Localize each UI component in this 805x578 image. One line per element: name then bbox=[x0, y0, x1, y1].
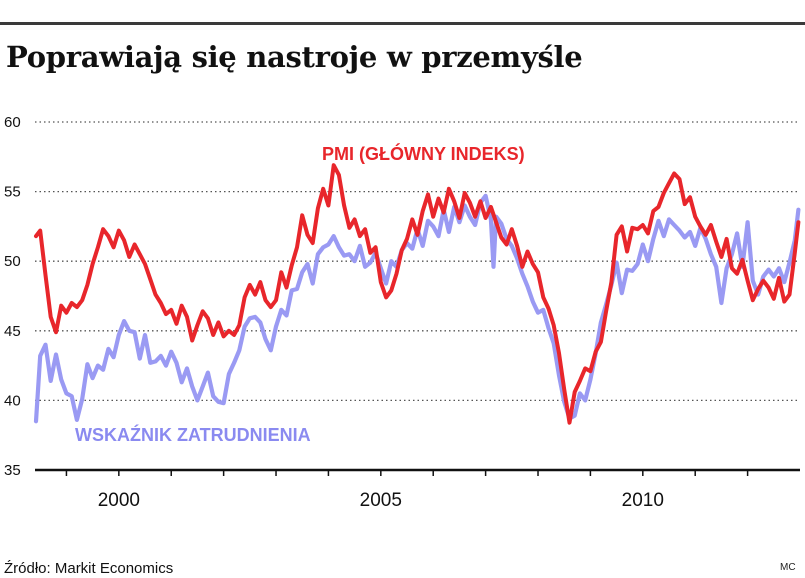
series-label-employment: WSKAŹNIK ZATRUDNIENIA bbox=[75, 424, 311, 445]
series-line-pmi bbox=[34, 163, 801, 425]
y-tick-label-55: 55 bbox=[4, 184, 21, 201]
y-tick-label-45: 45 bbox=[4, 323, 21, 340]
x-tick-label-2000: 2000 bbox=[98, 490, 140, 511]
chart-title: Poprawiają się nastroje w przemyśle bbox=[6, 40, 583, 74]
gridlines bbox=[35, 121, 800, 402]
top-rule bbox=[0, 22, 805, 25]
series-line-employment bbox=[33, 193, 801, 424]
y-tick-label-40: 40 bbox=[4, 392, 21, 409]
x-tick-label-2005: 2005 bbox=[360, 490, 402, 511]
author-credit: MC bbox=[780, 562, 796, 573]
y-axis-ticks: 35 40 45 50 55 60 bbox=[4, 114, 21, 479]
y-tick-label-35: 35 bbox=[4, 462, 21, 479]
x-tick-label-2010: 2010 bbox=[622, 490, 664, 511]
series-lines bbox=[33, 163, 801, 425]
y-tick-label-50: 50 bbox=[4, 253, 21, 270]
x-axis: 2000 2005 2010 bbox=[35, 468, 800, 511]
series-label-pmi: PMI (GŁÓWNY INDEKS) bbox=[322, 143, 525, 164]
y-tick-label-60: 60 bbox=[4, 114, 21, 131]
source-note: Źródło: Markit Economics bbox=[4, 560, 174, 577]
